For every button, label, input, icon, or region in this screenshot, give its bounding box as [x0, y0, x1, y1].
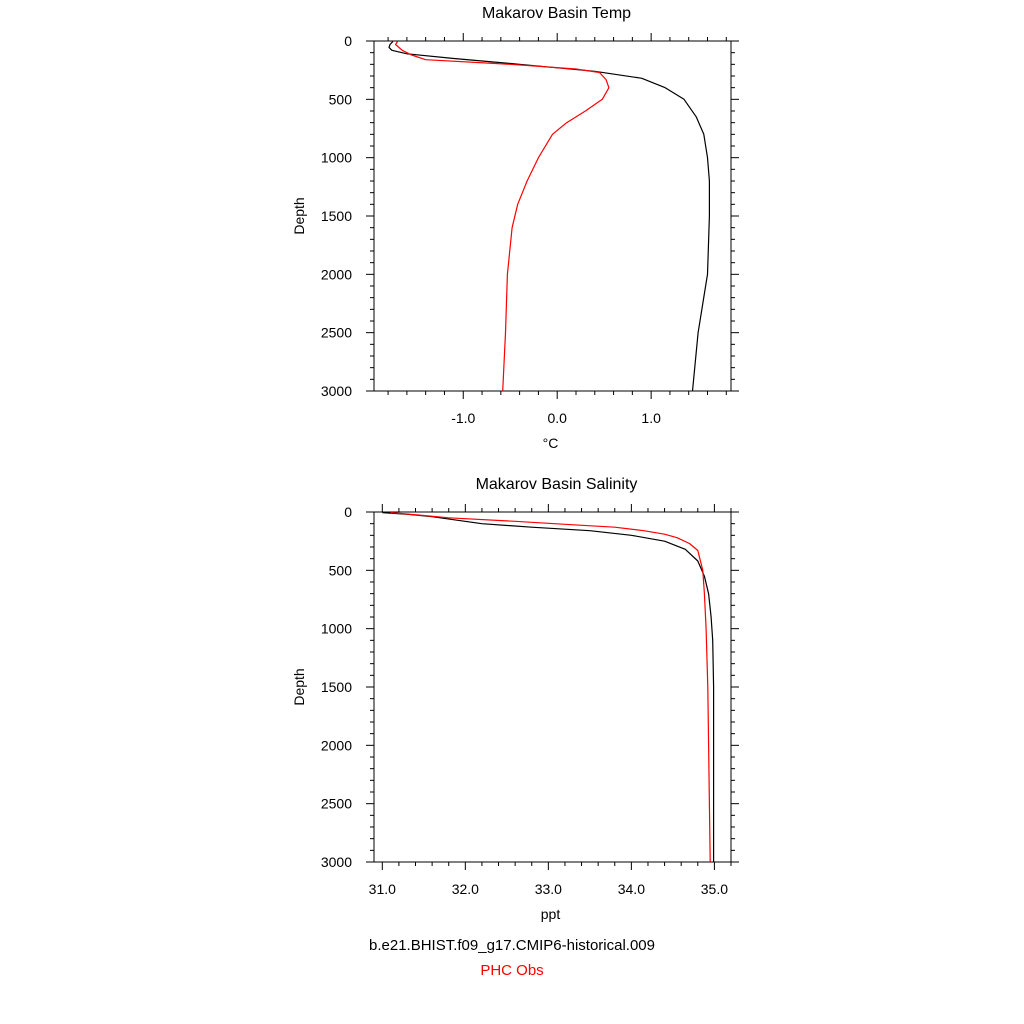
- y-tick-label: 2500: [321, 796, 352, 812]
- legend-obs-label: PHC Obs: [480, 962, 544, 979]
- y-tick-label: 1500: [321, 679, 352, 695]
- x-tick-label: 34.0: [618, 881, 645, 897]
- y-tick-label: 2500: [321, 325, 352, 341]
- y-tick-label: 0: [344, 33, 352, 49]
- y-tick-label: 1500: [321, 208, 352, 224]
- y-tick-label: 2000: [321, 737, 352, 753]
- chart-title: Makarov Basin Salinity: [476, 476, 638, 493]
- y-tick-label: 0: [344, 504, 352, 520]
- x-tick-label: 1.0: [641, 410, 661, 426]
- y-tick-label: 3000: [321, 854, 352, 870]
- chart-title: Makarov Basin Temp: [482, 5, 631, 22]
- plot-frame: [373, 40, 732, 392]
- x-tick-label: 0.0: [547, 410, 567, 426]
- series-line-model: [388, 41, 711, 392]
- y-tick-label: 3000: [321, 383, 352, 399]
- y-tick-label: 500: [329, 562, 353, 578]
- x-axis-label: °C: [543, 435, 559, 451]
- x-tick-label: 32.0: [452, 881, 479, 897]
- y-tick-label: 1000: [321, 150, 352, 166]
- y-axis-label: Depth: [291, 668, 307, 705]
- series-line-obs: [395, 41, 610, 392]
- series-line-obs: [390, 512, 711, 863]
- x-tick-label: -1.0: [451, 410, 475, 426]
- legend-model-label: b.e21.BHIST.f09_g17.CMIP6-historical.009: [369, 937, 655, 954]
- series-line-model: [382, 512, 715, 862]
- salinity-panel: 0 500 1000 1500 2000 2500 3000 31.0 32.0 33.0 34.0…: [291, 476, 739, 922]
- x-tick-label: 33.0: [535, 881, 562, 897]
- temp-panel: 0 500 1000 1500 2000 2500 3000 -1.0 0.0 1.0 Makaro…: [291, 5, 739, 451]
- x-tick-label: 35.0: [701, 881, 728, 897]
- x-axis-label: ppt: [541, 906, 561, 922]
- y-tick-label: 1000: [321, 621, 352, 637]
- y-tick-label: 2000: [321, 266, 352, 282]
- plot-frame: [373, 511, 732, 863]
- y-axis-label: Depth: [291, 197, 307, 234]
- y-tick-label: 500: [329, 91, 353, 107]
- x-tick-label: 31.0: [369, 881, 396, 897]
